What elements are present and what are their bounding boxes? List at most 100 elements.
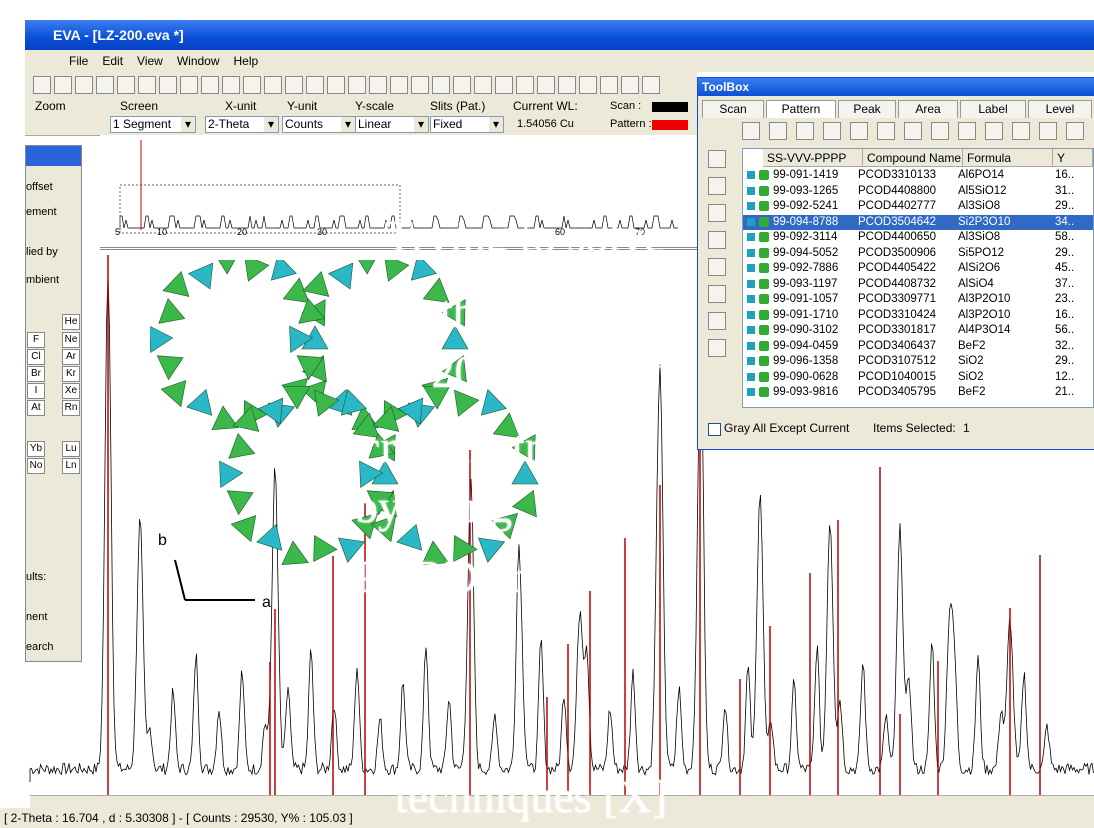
element-button[interactable]: Ln bbox=[62, 458, 80, 474]
tool-icon[interactable] bbox=[708, 150, 726, 168]
element-button[interactable]: Kr bbox=[62, 366, 80, 382]
element-button[interactable]: Cl bbox=[27, 349, 45, 365]
tool-icon[interactable] bbox=[390, 76, 408, 94]
tool-icon[interactable] bbox=[432, 76, 450, 94]
tool-icon[interactable] bbox=[285, 76, 303, 94]
tab[interactable]: Label bbox=[960, 100, 1026, 118]
tab[interactable]: Scan bbox=[702, 100, 764, 118]
tool-icon[interactable] bbox=[75, 76, 93, 94]
column-header[interactable]: Formula bbox=[963, 149, 1053, 167]
dropdown[interactable]: 1 Segment bbox=[110, 116, 196, 133]
element-button[interactable]: At bbox=[27, 400, 45, 416]
tool-icon[interactable] bbox=[823, 122, 841, 140]
tool-icon[interactable] bbox=[742, 122, 760, 140]
tool-icon[interactable] bbox=[985, 122, 1003, 140]
element-button[interactable]: Ar bbox=[62, 349, 80, 365]
menu-item[interactable]: Help bbox=[234, 54, 259, 68]
tool-icon[interactable] bbox=[621, 76, 639, 94]
tool-icon[interactable] bbox=[708, 204, 726, 222]
tool-icon[interactable] bbox=[958, 122, 976, 140]
tool-icon[interactable] bbox=[1066, 122, 1084, 140]
tool-icon[interactable] bbox=[138, 76, 156, 94]
tool-icon[interactable] bbox=[600, 76, 618, 94]
element-button[interactable]: Rn bbox=[62, 400, 80, 416]
tool-icon[interactable] bbox=[708, 177, 726, 195]
dropdown[interactable]: Linear bbox=[355, 116, 429, 133]
tool-icon[interactable] bbox=[708, 285, 726, 303]
dropdown[interactable]: Fixed bbox=[430, 116, 504, 133]
tab[interactable]: Area bbox=[898, 100, 958, 118]
tool-icon[interactable] bbox=[769, 122, 787, 140]
tool-icon[interactable] bbox=[495, 76, 513, 94]
column-header[interactable]: Compound Name bbox=[863, 149, 963, 167]
tool-icon[interactable] bbox=[327, 76, 345, 94]
tool-icon[interactable] bbox=[904, 122, 922, 140]
tool-icon[interactable] bbox=[877, 122, 895, 140]
tool-icon[interactable] bbox=[708, 231, 726, 249]
tool-icon[interactable] bbox=[54, 76, 72, 94]
tool-icon[interactable] bbox=[96, 76, 114, 94]
tool-icon[interactable] bbox=[264, 76, 282, 94]
tab[interactable]: Level bbox=[1028, 100, 1092, 118]
tool-icon[interactable] bbox=[201, 76, 219, 94]
tool-icon[interactable] bbox=[708, 258, 726, 276]
element-button[interactable]: He bbox=[62, 314, 80, 330]
dropdown[interactable]: 2-Theta bbox=[205, 116, 279, 133]
tool-icon[interactable] bbox=[558, 76, 576, 94]
tool-icon[interactable] bbox=[222, 76, 240, 94]
tool-icon[interactable] bbox=[1039, 122, 1057, 140]
tool-icon[interactable] bbox=[796, 122, 814, 140]
tool-icon[interactable] bbox=[117, 76, 135, 94]
tool-icon[interactable] bbox=[369, 76, 387, 94]
element-button[interactable]: Lu bbox=[62, 441, 80, 457]
element-button[interactable]: Yb bbox=[27, 441, 45, 457]
element-button[interactable]: No bbox=[27, 458, 45, 474]
menu-item[interactable]: View bbox=[137, 54, 163, 68]
checkbox[interactable] bbox=[708, 423, 721, 436]
tab[interactable]: Pattern bbox=[766, 100, 836, 118]
tool-icon[interactable] bbox=[708, 339, 726, 357]
tool-icon[interactable] bbox=[537, 76, 555, 94]
tool-icon[interactable] bbox=[306, 76, 324, 94]
tool-icon[interactable] bbox=[931, 122, 949, 140]
tool-icon[interactable] bbox=[708, 312, 726, 330]
tool-icon[interactable] bbox=[516, 76, 534, 94]
dropdown[interactable]: Counts bbox=[282, 116, 356, 133]
element-button[interactable]: Ne bbox=[62, 332, 80, 348]
tool-icon[interactable] bbox=[411, 76, 429, 94]
tool-icon[interactable] bbox=[474, 76, 492, 94]
tool-icon[interactable] bbox=[180, 76, 198, 94]
element-button[interactable]: Xe bbox=[62, 383, 80, 399]
column-header[interactable]: SS-VVV-PPPP bbox=[763, 149, 863, 167]
menu-item[interactable]: Window bbox=[177, 54, 220, 68]
menu-item[interactable]: Edit bbox=[102, 54, 123, 68]
tool-icon[interactable] bbox=[453, 76, 471, 94]
tool-icon[interactable] bbox=[33, 76, 51, 94]
element-button[interactable]: Br bbox=[27, 366, 45, 382]
tab[interactable]: Peak bbox=[838, 100, 896, 118]
element-button[interactable]: I bbox=[27, 383, 45, 399]
panel-label[interactable]: earch bbox=[26, 641, 54, 653]
tool-icon[interactable] bbox=[642, 76, 660, 94]
menu-item[interactable]: File bbox=[69, 54, 88, 68]
tool-icon[interactable] bbox=[159, 76, 177, 94]
tool-icon[interactable] bbox=[579, 76, 597, 94]
tool-icon[interactable] bbox=[243, 76, 261, 94]
column-header[interactable]: Y bbox=[1053, 149, 1093, 167]
element-button[interactable]: F bbox=[27, 332, 45, 348]
tool-icon[interactable] bbox=[850, 122, 868, 140]
